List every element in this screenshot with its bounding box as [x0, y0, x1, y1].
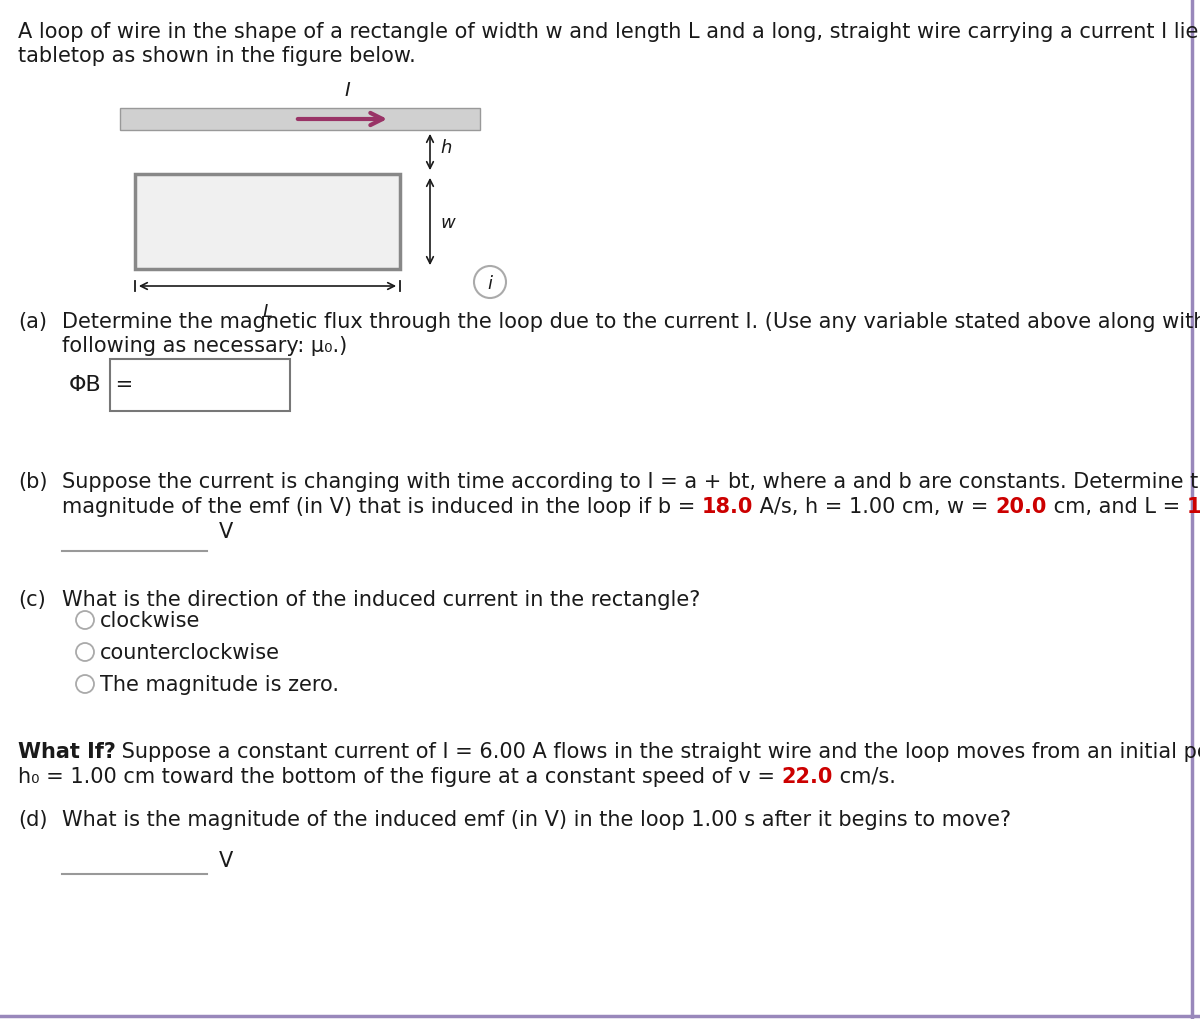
Text: 20.0: 20.0 [995, 496, 1046, 517]
Text: Suppose a constant current of I = 6.00 A flows in the straight wire and the loop: Suppose a constant current of I = 6.00 A… [115, 741, 1200, 761]
Text: clockwise: clockwise [100, 610, 200, 631]
Text: V: V [220, 850, 233, 870]
Text: What If?: What If? [18, 741, 116, 761]
Circle shape [76, 611, 94, 630]
Text: cm/s.: cm/s. [833, 766, 896, 787]
Text: ΦB: ΦB [70, 375, 102, 394]
FancyBboxPatch shape [120, 109, 480, 130]
Text: 1.15: 1.15 [1187, 496, 1200, 517]
Text: magnitude of the emf (in V) that is induced in the loop if b =: magnitude of the emf (in V) that is indu… [62, 496, 702, 517]
Text: following as necessary: μ₀.): following as necessary: μ₀.) [62, 335, 347, 356]
Text: i: i [487, 275, 492, 292]
Text: =: = [109, 375, 133, 394]
Bar [134, 175, 400, 270]
Text: Determine the magnetic flux through the loop due to the current I. (Use any vari: Determine the magnetic flux through the … [62, 312, 1200, 331]
Text: Suppose the current is changing with time according to I = a + bt, where a and b: Suppose the current is changing with tim… [62, 472, 1200, 491]
Text: (c): (c) [18, 589, 46, 609]
Text: cm, and L =: cm, and L = [1046, 496, 1187, 517]
Circle shape [76, 676, 94, 693]
Text: (a): (a) [18, 312, 47, 331]
Text: counterclockwise: counterclockwise [100, 642, 280, 662]
Text: (b): (b) [18, 472, 48, 491]
Text: L: L [263, 303, 272, 321]
Text: A/s, h = 1.00 cm, w =: A/s, h = 1.00 cm, w = [754, 496, 995, 517]
Text: A loop of wire in the shape of a rectangle of width w and length L and a long, s: A loop of wire in the shape of a rectang… [18, 22, 1200, 42]
Text: V: V [220, 522, 233, 541]
Text: h₀ = 1.00 cm toward the bottom of the figure at a constant speed of v =: h₀ = 1.00 cm toward the bottom of the fi… [18, 766, 781, 787]
Text: What is the direction of the induced current in the rectangle?: What is the direction of the induced cur… [62, 589, 701, 609]
Text: The magnitude is zero.: The magnitude is zero. [100, 675, 340, 694]
Text: 22.0: 22.0 [781, 766, 833, 787]
Text: I: I [344, 81, 350, 100]
Circle shape [474, 267, 506, 299]
Bar [110, 360, 290, 412]
Text: h: h [440, 139, 451, 157]
Text: What is the magnitude of the induced emf (in V) in the loop 1.00 s after it begi: What is the magnitude of the induced emf… [62, 809, 1012, 829]
Circle shape [76, 643, 94, 661]
Text: (d): (d) [18, 809, 48, 829]
Text: w: w [440, 213, 455, 231]
Text: 18.0: 18.0 [702, 496, 754, 517]
Text: tabletop as shown in the figure below.: tabletop as shown in the figure below. [18, 46, 415, 66]
